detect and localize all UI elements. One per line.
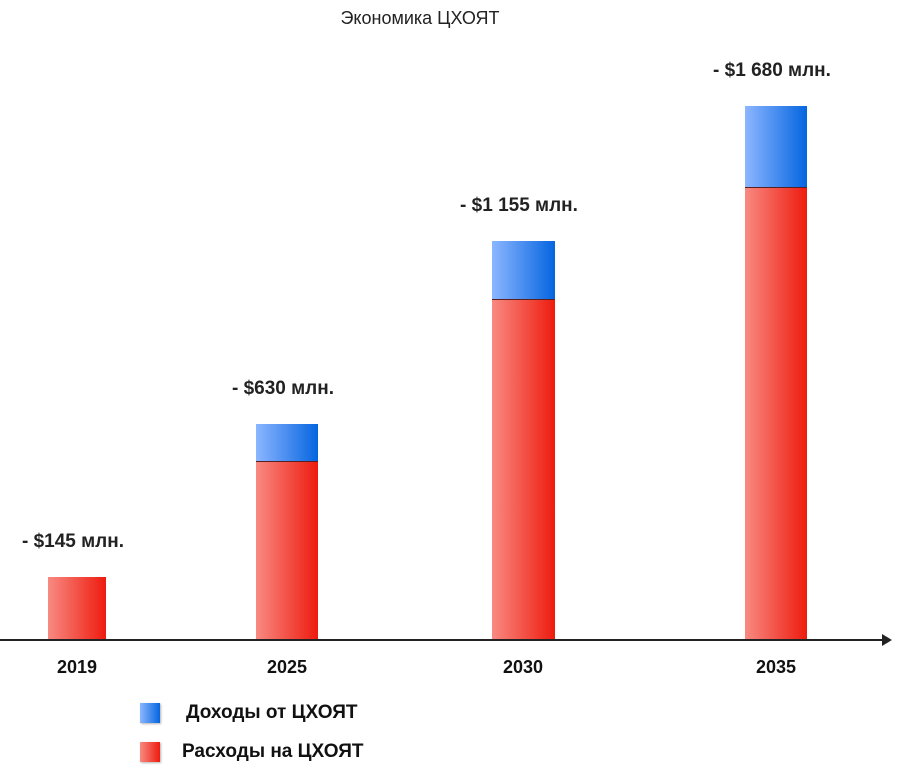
bar-expenses-2030 (491, 300, 555, 640)
bar-expenses-2035 (745, 188, 807, 640)
x-tick-label-2019: 2019 (56, 657, 98, 677)
legend-swatch-expenses (140, 742, 160, 762)
data-label-2025: - $630 млн. (231, 378, 335, 399)
legend-label-expenses: Расходы на ЦХОЯТ (182, 741, 364, 762)
bar-expenses-2019 (48, 577, 106, 640)
x-axis (0, 639, 886, 641)
legend-swatch-income (140, 703, 160, 723)
legend-item-expenses: Расходы на ЦХОЯТ (140, 741, 364, 763)
x-axis-arrow-icon (882, 634, 892, 646)
bar-income-2035 (745, 106, 807, 188)
bar-income-2025 (256, 424, 318, 462)
x-tick-label-2035: 2035 (755, 657, 797, 677)
data-label-2035: - $1 680 млн. (713, 60, 831, 81)
legend-label-income: Доходы от ЦХОЯТ (186, 702, 358, 723)
bar-income-2030 (491, 241, 555, 300)
x-tick-label-2025: 2025 (266, 657, 308, 677)
data-label-2030: - $1 155 млн. (460, 195, 578, 216)
data-label-2019: - $145 млн. (21, 531, 125, 552)
bar-expenses-2025 (256, 462, 318, 640)
x-tick-label-2030: 2030 (502, 657, 544, 677)
legend-item-income: Доходы от ЦХОЯТ (140, 702, 357, 724)
chart-title: Экономика ЦХОЯТ (340, 8, 500, 28)
